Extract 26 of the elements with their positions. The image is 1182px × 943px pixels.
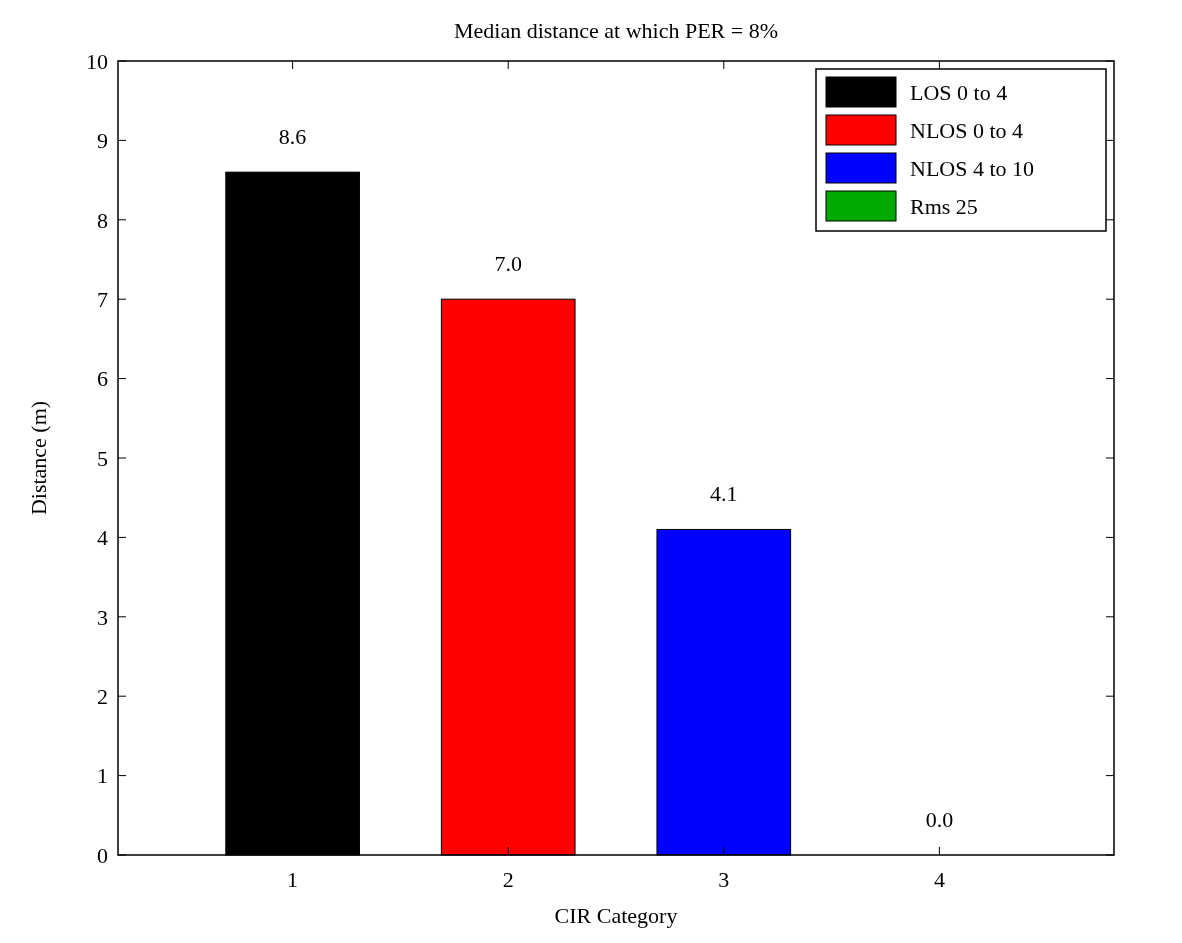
y-tick-label: 9 xyxy=(97,128,108,154)
y-axis-title: Distance (m) xyxy=(26,400,51,516)
y-tick-label: 0 xyxy=(97,842,108,868)
y-tick-label: 5 xyxy=(97,445,108,471)
y-tick-label: 8 xyxy=(97,207,108,233)
x-tick-label: 4 xyxy=(933,867,945,892)
chart-title: Median distance at which PER = 8% xyxy=(453,18,779,43)
y-tick-label: 7 xyxy=(97,286,108,312)
legend-label: NLOS 0 to 4 xyxy=(910,117,1024,143)
legend-label: LOS 0 to 4 xyxy=(910,79,1008,105)
x-tick-label: 2 xyxy=(502,867,514,892)
data-label: 8.6 xyxy=(278,124,307,150)
y-tick-label: 4 xyxy=(97,525,108,551)
y-tick-label: 3 xyxy=(97,604,108,630)
y-tick-label: 10 xyxy=(86,48,108,74)
y-tick-label: 6 xyxy=(97,366,108,392)
legend-label: Rms 25 xyxy=(910,193,978,219)
data-label: 4.1 xyxy=(710,481,738,507)
y-tick-label: 1 xyxy=(97,763,108,789)
x-axis-title: CIR Category xyxy=(554,903,678,928)
y-tick-label: 2 xyxy=(97,683,108,709)
data-label: 0.0 xyxy=(925,807,954,832)
x-tick-label: 3 xyxy=(718,867,730,892)
data-label: 7.0 xyxy=(494,251,522,277)
x-tick-label: 1 xyxy=(287,867,299,892)
legend-label: NLOS 4 to 10 xyxy=(910,155,1035,181)
